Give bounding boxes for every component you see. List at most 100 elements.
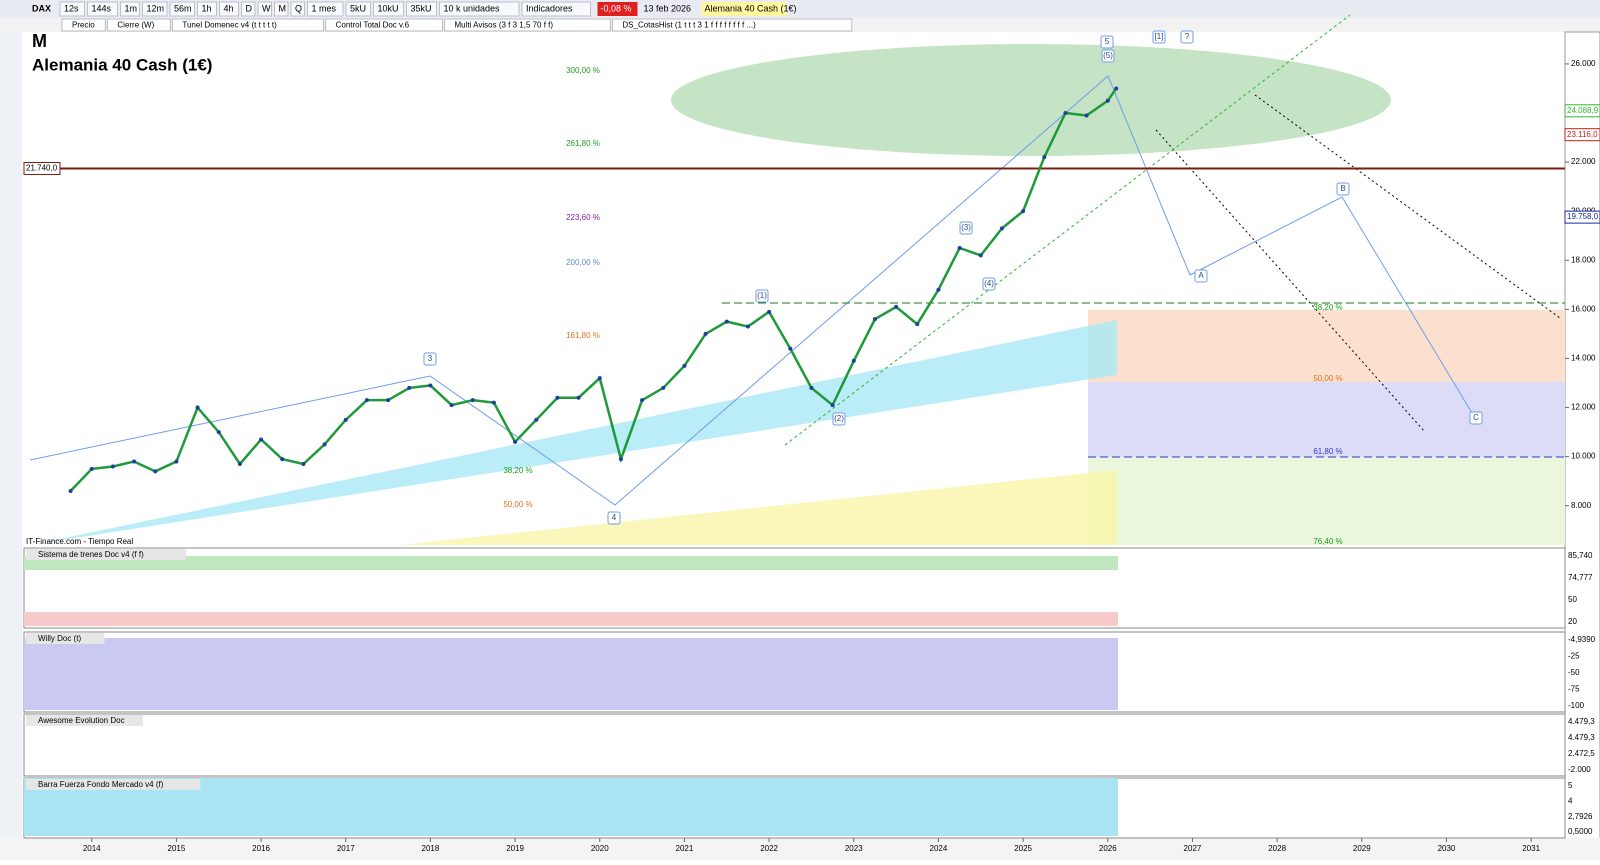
price-point: [597, 376, 602, 381]
toolbar-button[interactable]: [241, 1, 256, 17]
tab-label[interactable]: Precio: [72, 21, 95, 30]
tab-label[interactable]: Cierre (W): [117, 21, 154, 30]
wave-label: [1]: [1155, 32, 1164, 41]
wave-label: ?: [1185, 32, 1190, 41]
fib-label: 261,80 %: [566, 139, 600, 148]
toolbar-button[interactable]: [120, 1, 140, 17]
tab[interactable]: [325, 18, 444, 32]
price-badge: [1564, 104, 1600, 118]
toolbar-button[interactable]: [257, 1, 272, 17]
target-ellipse: [671, 44, 1391, 156]
toolbar-button[interactable]: [142, 1, 168, 17]
tab[interactable]: [611, 18, 853, 32]
toolbar-button-label[interactable]: D: [246, 3, 253, 13]
toolbar-button-label[interactable]: 1h: [202, 3, 212, 13]
panel-axis-label: -100: [1568, 701, 1585, 710]
x-tick-label: 2027: [1184, 844, 1202, 853]
toolbar-button-label[interactable]: 4h: [224, 3, 234, 13]
price-point: [576, 395, 581, 400]
wave-label: (2): [834, 414, 844, 423]
panel-axis-label: -25: [1568, 652, 1580, 661]
toolbar-button-label[interactable]: 56m: [174, 3, 192, 13]
x-tick-label: 2014: [83, 844, 101, 853]
toolbar-button-label[interactable]: Indicadores: [526, 3, 573, 13]
toolbar-button-label[interactable]: Q: [295, 3, 302, 13]
toolbar-button[interactable]: [197, 1, 217, 17]
wave-box: [1101, 49, 1115, 63]
toolbar-button[interactable]: [219, 1, 239, 17]
panel-axis-label: 2.472,5: [1568, 749, 1595, 758]
x-tick-label: 2017: [337, 844, 355, 853]
toolbar-button[interactable]: [169, 1, 195, 17]
toolbar-button-label[interactable]: 144s: [92, 3, 112, 13]
toolbar-button-label[interactable]: 35kU: [411, 3, 432, 13]
wave-label: B: [1340, 184, 1345, 193]
price-point: [534, 417, 539, 422]
toolbar-button-label[interactable]: 10 k unidades: [444, 3, 501, 13]
wave-label: A: [1198, 271, 1204, 280]
toolbar-button[interactable]: [274, 1, 289, 17]
price-point: [364, 398, 369, 403]
tab-label[interactable]: DS_CotasHist (1 t t t 3 1 f f f f f f f …: [622, 21, 756, 30]
toolbar-button-label[interactable]: M: [279, 3, 287, 13]
wave-box: [1100, 35, 1114, 49]
fib-label: 38,20 %: [1313, 303, 1342, 312]
panel-axis-label: 4.479,3: [1568, 717, 1595, 726]
tab[interactable]: [171, 18, 325, 32]
panel-axis-label: 5: [1568, 781, 1573, 790]
price-point: [618, 457, 623, 462]
panel-title: Sistema de trenes Doc v4 (f f): [38, 550, 144, 559]
price-point: [428, 383, 433, 388]
date: 13 feb 2026: [644, 3, 692, 13]
price-point: [661, 385, 666, 390]
toolbar-button-label[interactable]: 5kU: [350, 3, 366, 13]
panel-axis-label: 85,740: [1568, 551, 1593, 560]
price-point: [174, 459, 179, 464]
panel-title-bg: [26, 715, 143, 726]
chart-title: M: [32, 31, 47, 51]
tab-label[interactable]: Control Total Doc v.6: [336, 21, 410, 30]
toolbar-button[interactable]: [521, 1, 591, 17]
fib-label: 76,40 %: [1313, 537, 1342, 546]
symbol[interactable]: DAX: [32, 3, 51, 13]
fib-label: 61,80 %: [1313, 447, 1342, 456]
toolbar-button-label[interactable]: 10kU: [378, 3, 399, 13]
wave-label: 4: [612, 513, 617, 522]
toolbar-button[interactable]: [59, 1, 85, 17]
fib-label: 38,20 %: [503, 466, 532, 475]
price-point: [470, 398, 475, 403]
fib-label: 50,00 %: [503, 500, 532, 509]
tab-label[interactable]: Tunel Domenec v4 (t t t t t): [182, 21, 277, 30]
wave-box: [607, 511, 621, 525]
toolbar-button[interactable]: [290, 1, 305, 17]
tab[interactable]: [444, 18, 611, 32]
level-badge: [23, 161, 61, 175]
toolbar-button-label[interactable]: 1 mes: [312, 3, 337, 13]
x-tick-label: 2030: [1438, 844, 1456, 853]
panel-title-bg: [26, 633, 105, 644]
tab-label[interactable]: Multi Avisos (3 f 3 1,5 70 f f): [455, 21, 554, 30]
toolbar-button[interactable]: [439, 1, 520, 17]
panel-axis-label: 4.479,3: [1568, 733, 1595, 742]
toolbar-button[interactable]: [406, 1, 437, 17]
toolbar-button[interactable]: [87, 1, 118, 17]
tab[interactable]: [61, 18, 106, 32]
toolbar-button[interactable]: [373, 1, 404, 17]
price-point: [682, 363, 687, 368]
panel-axis-label: -50: [1568, 668, 1580, 677]
tab[interactable]: [106, 18, 171, 32]
panel-title-bg: [26, 779, 201, 790]
y-tick-label: 22.000: [1571, 157, 1596, 166]
toolbar-button-label[interactable]: W: [262, 3, 271, 13]
toolbar-button[interactable]: [345, 1, 371, 17]
toolbar-button[interactable]: [307, 1, 344, 17]
arrow: [1254, 94, 1561, 319]
panel-axis-label: 0,5000: [1568, 827, 1593, 836]
toolbar-button-label[interactable]: 12m: [147, 3, 165, 13]
price-point: [830, 403, 835, 408]
price-point: [555, 395, 560, 400]
toolbar-button-label[interactable]: 1m: [125, 3, 138, 13]
toolbar-button-label[interactable]: 12s: [64, 3, 79, 13]
y-tick-label: 10.000: [1571, 452, 1596, 461]
channel: [784, 14, 1351, 446]
